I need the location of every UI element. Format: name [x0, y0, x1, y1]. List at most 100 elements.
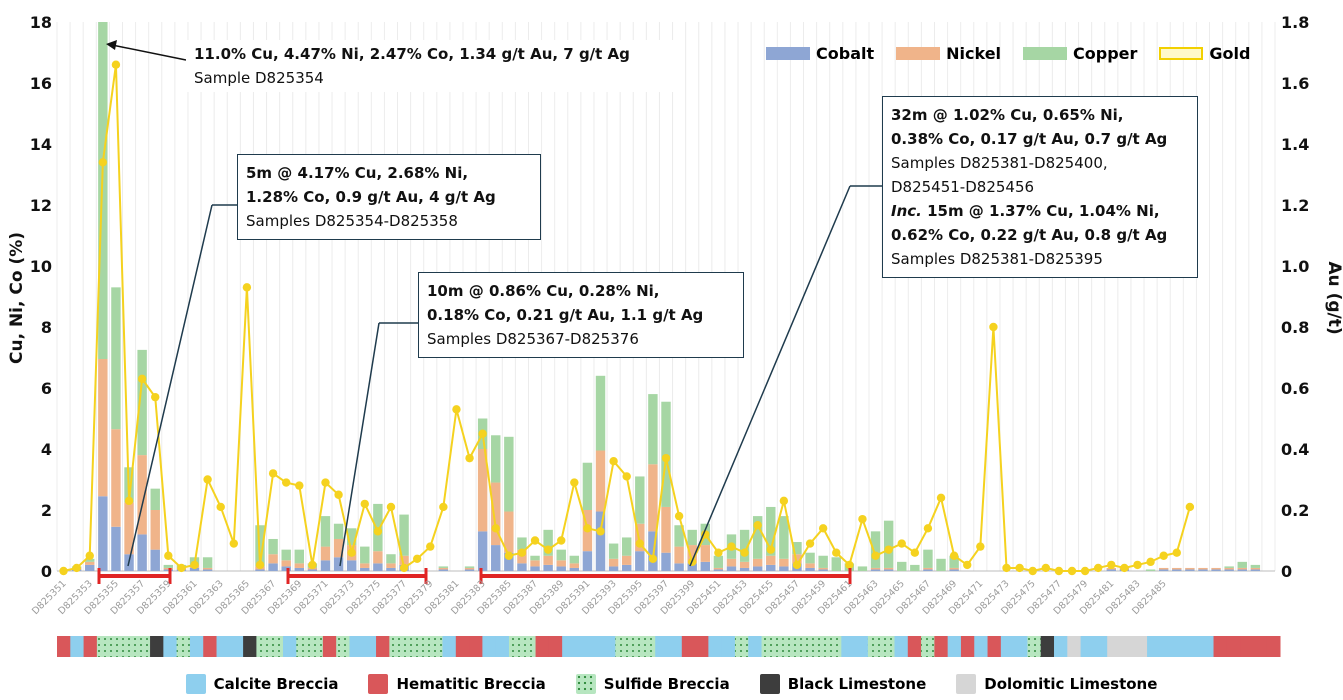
gold-point [753, 521, 762, 530]
lithology-segment [1014, 636, 1028, 657]
legend-item-nickel: Nickel [896, 44, 1001, 63]
y-right-tick-label: 0 [1281, 562, 1292, 581]
bar-cobalt [1185, 569, 1195, 571]
lithology-segment [176, 636, 191, 657]
lithology-swatch [368, 674, 389, 694]
gold-point [674, 511, 684, 521]
lithology-segment [867, 636, 882, 657]
bar-nickel [883, 567, 894, 570]
bar-cobalt [1224, 569, 1234, 571]
bar-cobalt [111, 526, 121, 571]
lithology-segment [841, 636, 856, 657]
bar-cobalt [1237, 569, 1247, 571]
gold-point [1093, 563, 1103, 573]
gold-point [242, 283, 252, 292]
gold-point [635, 539, 645, 548]
gold-point [989, 322, 998, 332]
lithology-segment [508, 636, 523, 657]
y-left-tick-label: 4 [41, 440, 52, 459]
y-left-tick-label: 18 [30, 13, 52, 32]
gold-point [792, 560, 802, 570]
bar-nickel [766, 555, 776, 565]
bar-copper [281, 549, 291, 561]
bar-nickel [818, 567, 828, 570]
y-left-axis-title: Cu, Ni, Co (%) [7, 232, 27, 364]
bar-copper [805, 552, 815, 564]
gold-point [1159, 551, 1168, 560]
lithology-segment [482, 636, 497, 657]
lithology-label: Sulfide Breccia [603, 675, 730, 693]
bar-nickel [360, 563, 370, 568]
callout-line: Samples D825381-D825400, [891, 154, 1108, 172]
bar-cobalt [294, 567, 305, 571]
lithology-segment [1200, 636, 1215, 657]
gold-point [740, 548, 749, 557]
bar-nickel [163, 567, 174, 570]
bar-copper [268, 538, 278, 555]
bar-copper [111, 287, 121, 430]
bar-copper [320, 516, 331, 547]
bar-copper [1145, 569, 1156, 571]
gold-point [412, 554, 422, 563]
lithology-segment [70, 636, 85, 657]
lithology-segment [349, 636, 364, 657]
gold-point [1172, 548, 1181, 557]
leader-arrowhead [106, 40, 117, 50]
lithology-segment [163, 636, 178, 657]
bar-cobalt [621, 564, 632, 571]
bar-nickel [320, 546, 331, 561]
bar-nickel [805, 563, 815, 568]
gold-point [517, 548, 527, 557]
lithology-segment [136, 636, 151, 657]
gold-point [1133, 560, 1142, 570]
bar-nickel [569, 563, 580, 568]
lithology-label: Hematitic Breccia [396, 675, 546, 693]
lithology-segment [748, 636, 763, 657]
gold-point [923, 524, 933, 533]
bar-cobalt [438, 569, 449, 571]
lithology-item: Dolomitic Limestone [956, 674, 1157, 694]
bar-cobalt [726, 566, 737, 571]
lithology-segment [734, 636, 749, 657]
lithology-segment [150, 636, 164, 657]
lithology-segment [1133, 636, 1148, 657]
lithology-segment [974, 636, 989, 657]
lithology-segment [1186, 636, 1201, 657]
lithology-segment [894, 636, 909, 657]
bar-cobalt [346, 560, 357, 571]
lithology-segment [83, 636, 98, 657]
y-left-tick-label: 8 [41, 318, 52, 337]
bar-nickel [949, 567, 959, 570]
bar-cobalt [98, 496, 108, 571]
gold-point [439, 502, 448, 512]
callout-leaders [106, 40, 883, 567]
gold-point [897, 539, 906, 548]
bar-cobalt [137, 534, 147, 571]
lithology-segment [123, 636, 138, 657]
bar-cobalt [818, 569, 828, 571]
y-left-tick-label: 6 [41, 379, 52, 398]
gold-point [805, 539, 815, 548]
bar-copper [582, 462, 593, 510]
lithology-segment [1000, 636, 1015, 657]
lithology-swatch [759, 674, 780, 694]
bar-nickel [635, 523, 645, 552]
lithology-segment [1266, 636, 1281, 657]
gold-point [1015, 563, 1024, 573]
bar-copper [386, 554, 396, 564]
bar-cobalt [504, 552, 514, 571]
gold-point [373, 527, 383, 536]
gold-point [164, 551, 173, 560]
gold-point [1107, 560, 1116, 570]
lithology-segment [934, 636, 949, 657]
legend-label-cobalt: Cobalt [816, 44, 875, 63]
bar-copper [202, 557, 213, 568]
y-left-tick-label: 16 [30, 74, 52, 93]
bar-nickel [870, 567, 881, 570]
bar-nickel [700, 545, 711, 562]
bar-nickel [556, 560, 566, 567]
bar-copper [504, 436, 514, 512]
lithology-label: Black Limestone [787, 675, 927, 693]
bar-copper [739, 529, 750, 562]
bar-cobalt [1211, 569, 1221, 571]
